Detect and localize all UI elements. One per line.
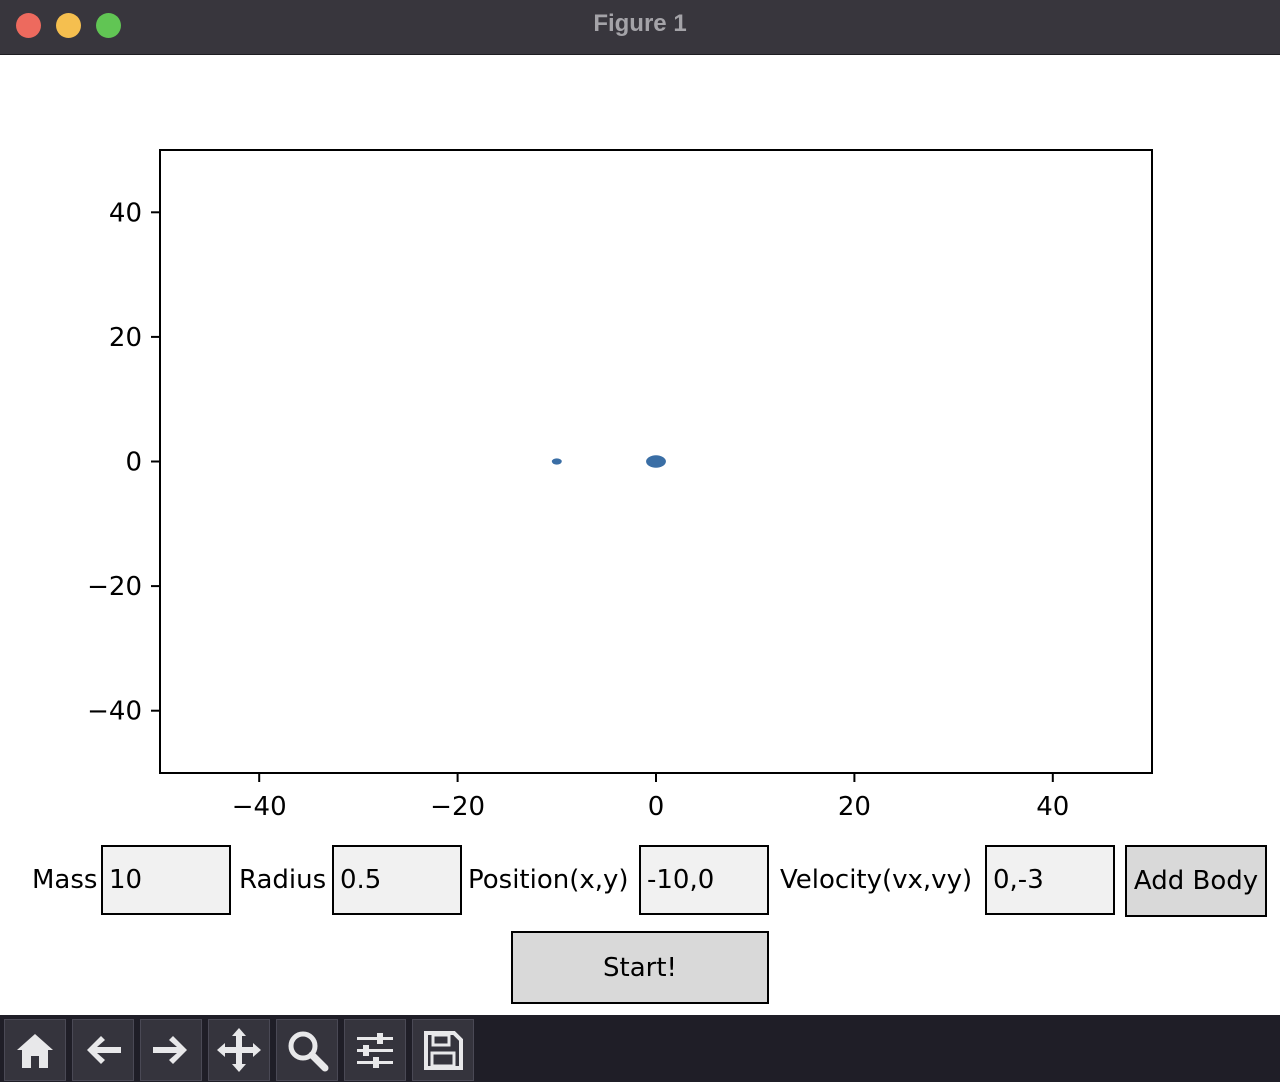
zoom-magnifier-icon	[288, 1031, 329, 1072]
mass-label: Mass	[32, 865, 98, 895]
plot-area[interactable]: −40 −20 0 20 40 40 20 0 −20 −40	[0, 55, 1280, 845]
window-title: Figure 1	[593, 10, 687, 37]
save-button[interactable]	[412, 1019, 474, 1081]
minimize-window-button[interactable]	[56, 13, 81, 38]
save-floppy-icon	[424, 1031, 463, 1070]
velocity-label: Velocity(vx,vy)	[780, 865, 973, 895]
y-tick-label: 20	[109, 323, 142, 353]
forward-button[interactable]	[140, 1019, 202, 1081]
x-tick-label: 0	[648, 792, 665, 822]
back-arrow-icon	[87, 1036, 121, 1064]
figure-canvas: −40 −20 0 20 40 40 20 0 −20 −40 Mass Radius Posit…	[0, 55, 1280, 1015]
axes-frame	[159, 149, 1153, 774]
configure-subplots-button[interactable]	[344, 1019, 406, 1081]
x-tick-label: 20	[838, 792, 871, 822]
forward-arrow-icon	[153, 1036, 187, 1064]
x-tick-label: −20	[430, 792, 485, 822]
back-button[interactable]	[72, 1019, 134, 1081]
y-tick-label: −40	[87, 697, 142, 727]
add-body-button[interactable]: Add Body	[1125, 845, 1267, 917]
x-tick-label: 40	[1036, 792, 1069, 822]
radius-label: Radius	[239, 865, 327, 895]
navigation-toolbar	[0, 1015, 1280, 1082]
y-tick-label: −20	[87, 572, 142, 602]
home-icon	[17, 1034, 53, 1068]
x-tick-label: −40	[232, 792, 287, 822]
home-button[interactable]	[4, 1019, 66, 1081]
body-points	[551, 455, 666, 468]
y-tick-label: 0	[125, 448, 142, 478]
body-point	[646, 455, 666, 468]
velocity-input[interactable]	[985, 845, 1115, 915]
configure-subplots-icon	[357, 1033, 393, 1068]
body-point	[551, 458, 562, 465]
mass-input[interactable]	[101, 845, 231, 915]
y-tick-label: 40	[109, 198, 142, 228]
pan-button[interactable]	[208, 1019, 270, 1081]
zoom-button[interactable]	[276, 1019, 338, 1081]
position-label: Position(x,y)	[468, 865, 629, 895]
axis-ticks: −40 −20 0 20 40 40 20 0 −20 −40	[87, 198, 1069, 822]
radius-input[interactable]	[332, 845, 462, 915]
pan-move-icon	[217, 1028, 261, 1072]
start-button[interactable]: Start!	[511, 931, 769, 1004]
window-titlebar: Figure 1	[0, 0, 1280, 55]
position-input[interactable]	[639, 845, 769, 915]
close-window-button[interactable]	[16, 13, 41, 38]
zoom-window-button[interactable]	[96, 13, 121, 38]
